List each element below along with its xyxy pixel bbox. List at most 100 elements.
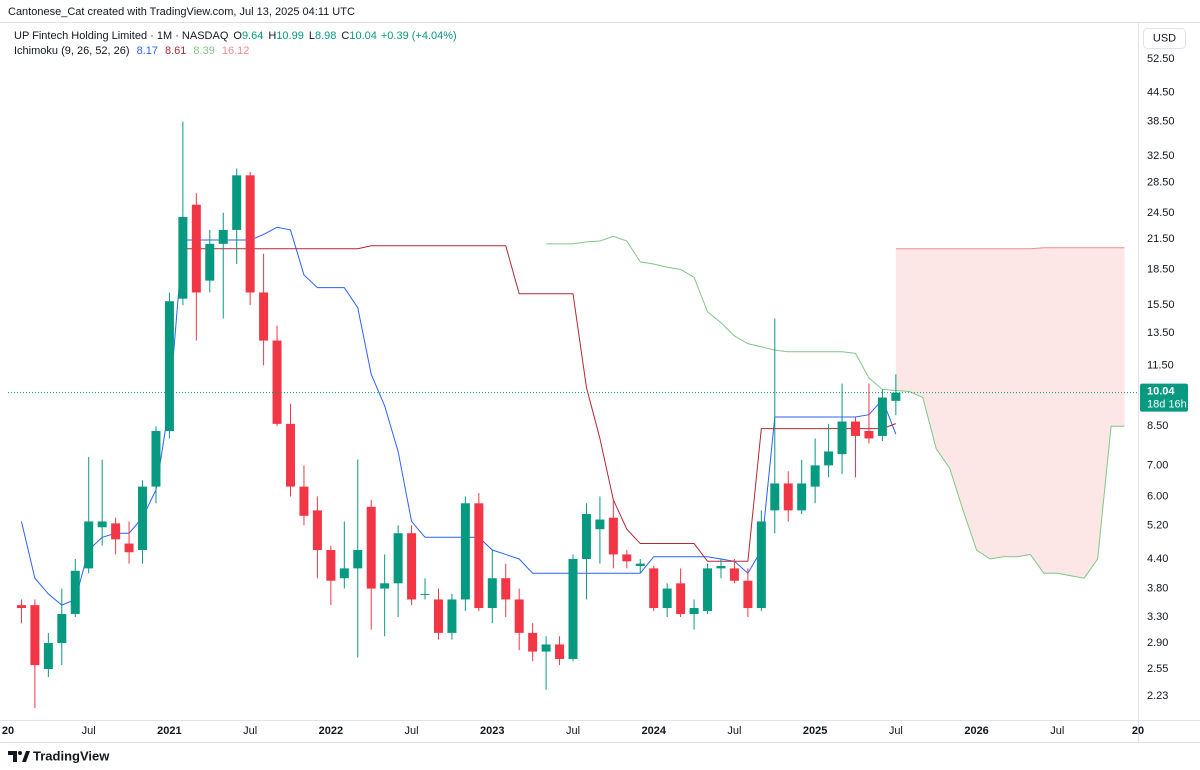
candle-body [259, 292, 269, 341]
candle-body [541, 644, 551, 652]
candle-body [353, 550, 363, 569]
candle-body [568, 558, 578, 659]
candle-body [420, 593, 430, 595]
candle-body [676, 583, 686, 614]
candle-body [743, 580, 753, 609]
x-tick-label: Jul [1050, 725, 1064, 737]
candle-body [891, 392, 901, 401]
symbol-legend: UP Fintech Holding Limited · 1M · NASDAQ… [14, 30, 457, 42]
ohlc-key: L [309, 30, 315, 42]
ohlc-value: 10.04 [349, 30, 377, 42]
indicator-line [895, 247, 1125, 250]
x-tick-label: Jul [243, 725, 257, 737]
candle-body [124, 543, 134, 553]
candle-body [138, 486, 148, 551]
logo-shape [8, 751, 17, 762]
candle-body [326, 550, 336, 581]
candle-body [622, 554, 632, 562]
currency-button[interactable] [1143, 28, 1186, 49]
x-tick-label: Jul [889, 725, 903, 737]
candle-body [608, 517, 618, 555]
candle-body [164, 301, 174, 432]
candle-body [514, 599, 524, 633]
x-tick-label: 20 [2, 725, 14, 737]
candle-body [662, 588, 672, 609]
candle-body [272, 340, 282, 424]
candle-body [339, 568, 349, 579]
candle-body [810, 465, 820, 487]
candle-body [797, 483, 807, 511]
x-tick-label: Jul [82, 725, 96, 737]
y-tick-label: 2.55 [1147, 663, 1168, 675]
candle-body [460, 503, 470, 600]
indicator-value: 16.12 [222, 45, 250, 57]
candle-body [151, 431, 161, 487]
y-tick-label: 15.50 [1147, 299, 1175, 311]
ohlc-key: O [233, 30, 242, 42]
candle-body [97, 521, 107, 528]
candle-body [380, 583, 390, 589]
ichimoku-cloud [895, 247, 1125, 579]
candle-body [111, 523, 121, 540]
y-tick-label: 6.00 [1147, 490, 1168, 502]
candle-body [43, 643, 53, 669]
plot-area [8, 121, 1138, 709]
x-tick-label: Jul [727, 725, 741, 737]
candle-body [703, 568, 713, 611]
candle-body [770, 483, 780, 511]
candle-body [178, 216, 188, 299]
candle-body [447, 599, 457, 633]
y-tick-label: 38.50 [1147, 116, 1175, 128]
x-tick-label: 20 [1132, 725, 1144, 737]
indicator-value: 8.17 [137, 45, 158, 57]
ohlc-value: 8.98 [315, 30, 336, 42]
candle-body [299, 486, 309, 516]
candle-body [635, 563, 645, 566]
candle-body [716, 565, 726, 569]
indicator-value: 8.39 [193, 45, 214, 57]
y-tick-label: 4.40 [1147, 553, 1168, 565]
candle-body [851, 421, 860, 436]
candle-body [16, 605, 26, 609]
candle-body [433, 599, 443, 633]
x-tick-label: 2024 [641, 725, 666, 737]
y-tick-label: 21.50 [1147, 233, 1175, 245]
logo-shape [18, 751, 22, 755]
attribution: Cantonese_Cat created with TradingView.c… [8, 6, 355, 18]
candle-body [528, 632, 538, 652]
candle-body [581, 513, 591, 559]
x-tick-label: 2023 [480, 725, 504, 737]
y-tick-label: 52.50 [1147, 53, 1175, 65]
y-tick-label: 2.90 [1147, 637, 1168, 649]
candle-body [824, 451, 834, 466]
ohlc-value: 10.99 [276, 30, 304, 42]
x-tick-label: 2026 [964, 725, 988, 737]
ohlc-key: C [341, 30, 349, 42]
y-tick-label: 13.50 [1147, 327, 1175, 339]
candle-body [474, 503, 484, 609]
y-tick-label: 5.20 [1147, 519, 1168, 531]
candle-body [393, 533, 403, 584]
y-tick-label: 28.50 [1147, 176, 1175, 188]
candle-body [205, 243, 215, 281]
candle-body [837, 421, 847, 455]
candle-body [30, 605, 40, 666]
candle-body [649, 568, 659, 609]
x-tick-label: 2025 [803, 725, 827, 737]
logo-shape [22, 751, 30, 762]
bar-countdown: 18d 16h [1147, 399, 1187, 411]
indicator-name: Ichimoku (9, 26, 52, 26) [14, 45, 130, 57]
indicator-value: 8.61 [165, 45, 186, 57]
y-tick-label: 32.50 [1147, 150, 1175, 162]
y-tick-label: 18.50 [1147, 263, 1175, 275]
symbol-title: UP Fintech Holding Limited · 1M · NASDAQ [14, 30, 229, 42]
y-tick-label: 11.50 [1147, 359, 1174, 371]
candle-body [877, 397, 887, 436]
indicator-line [182, 245, 897, 562]
candle-body [218, 229, 228, 244]
y-tick-label: 44.50 [1147, 86, 1175, 98]
brand-name: TradingView [33, 749, 110, 764]
candle-body [595, 519, 605, 530]
